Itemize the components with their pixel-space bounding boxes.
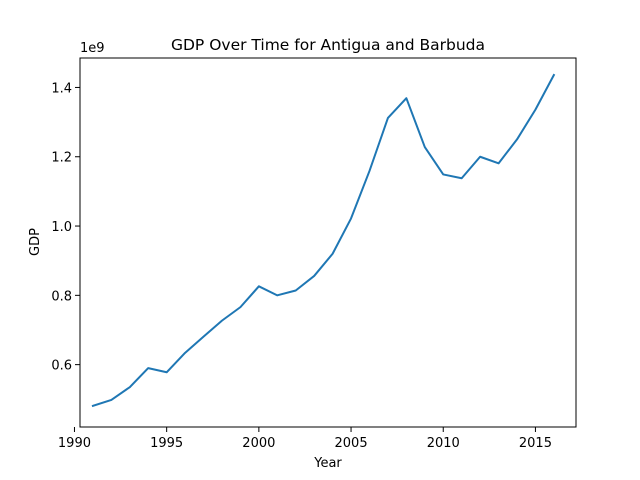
x-tick-label: 1995	[150, 436, 183, 451]
x-tick-label: 1990	[58, 436, 91, 451]
y-tick-label: 0.6	[51, 359, 72, 374]
x-axis-title: Year	[313, 456, 342, 471]
x-tick-label: 2010	[427, 436, 460, 451]
y-tick-label: 1.4	[51, 81, 72, 96]
x-tick-label: 2005	[335, 436, 368, 451]
y-tick-label: 0.8	[51, 289, 72, 304]
y-axis-title: GDP	[28, 228, 43, 256]
chart-title: GDP Over Time for Antigua and Barbuda	[171, 36, 485, 54]
x-axis: 1990 1995 2000 2005 2010 2015	[58, 427, 552, 451]
x-tick-label: 2015	[519, 436, 552, 451]
plot-area	[91, 73, 556, 408]
y-tick-label: 1.0	[51, 220, 72, 235]
plot-frame	[79, 57, 577, 428]
y-offset-label: 1e9	[80, 41, 105, 56]
series-line-0	[91, 73, 556, 408]
x-tick-label: 2000	[242, 436, 275, 451]
y-axis: 0.6 0.8 1.0 1.2 1.4	[51, 81, 80, 374]
y-tick-label: 1.2	[51, 151, 72, 166]
